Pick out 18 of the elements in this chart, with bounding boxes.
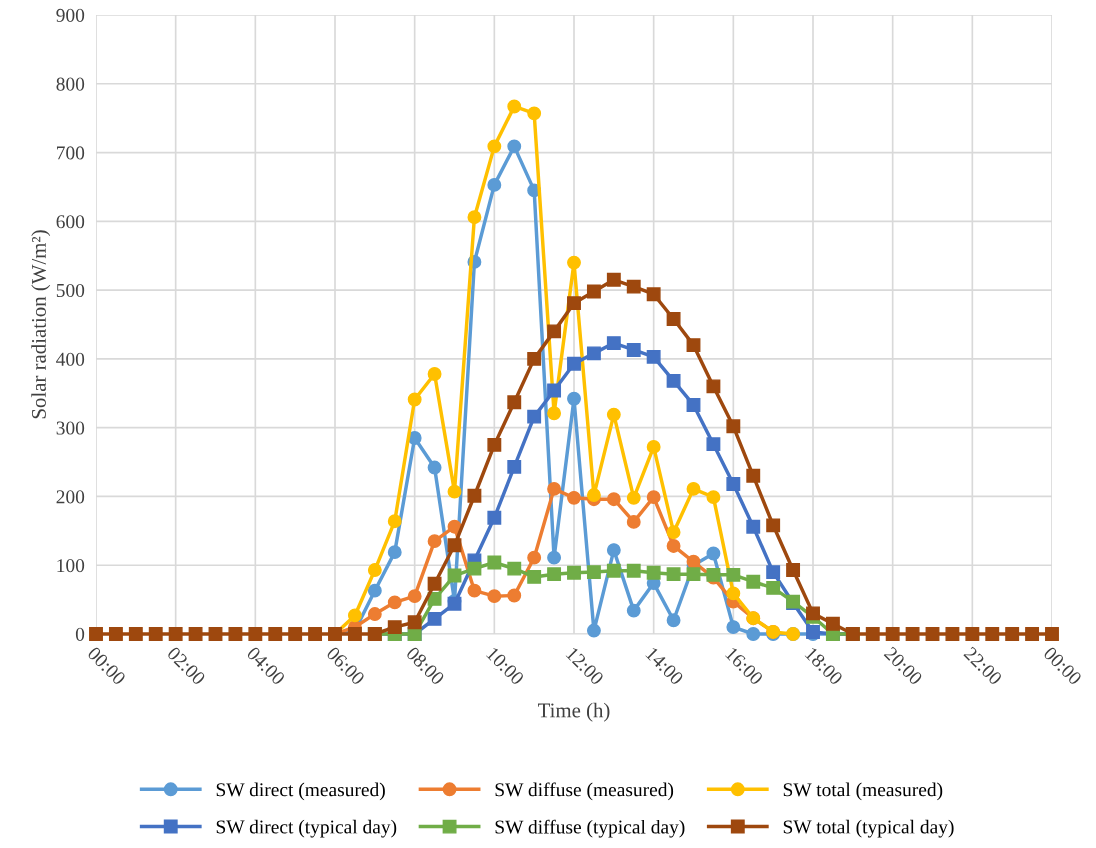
y-tick-label: 500: [56, 283, 85, 298]
y-tick-label: 900: [56, 8, 85, 22]
y-tick-label: 700: [57, 146, 85, 160]
y-tick-label: 0: [75, 627, 85, 641]
legend-label: SW diffuse (measured): [495, 782, 674, 801]
legend-label: SW total (typical day): [783, 819, 954, 838]
legend-label: SW direct (typical day): [216, 819, 397, 838]
y-tick-label: 100: [57, 559, 85, 573]
y-tick-label: 200: [56, 490, 85, 504]
legend-label: SW total (measured): [783, 782, 943, 801]
legend-label: SW diffuse (typical day): [495, 819, 685, 838]
y-tick-label: 800: [56, 77, 85, 91]
y-tick-label: 300: [56, 421, 85, 435]
y-tick-label: 400: [56, 352, 85, 366]
x-axis-title: Time (h): [538, 702, 610, 722]
y-tick-label: 600: [56, 215, 85, 229]
y-axis-title: Solar radiation (W/m²): [31, 230, 51, 419]
legend-label: SW direct (measured): [216, 782, 385, 801]
